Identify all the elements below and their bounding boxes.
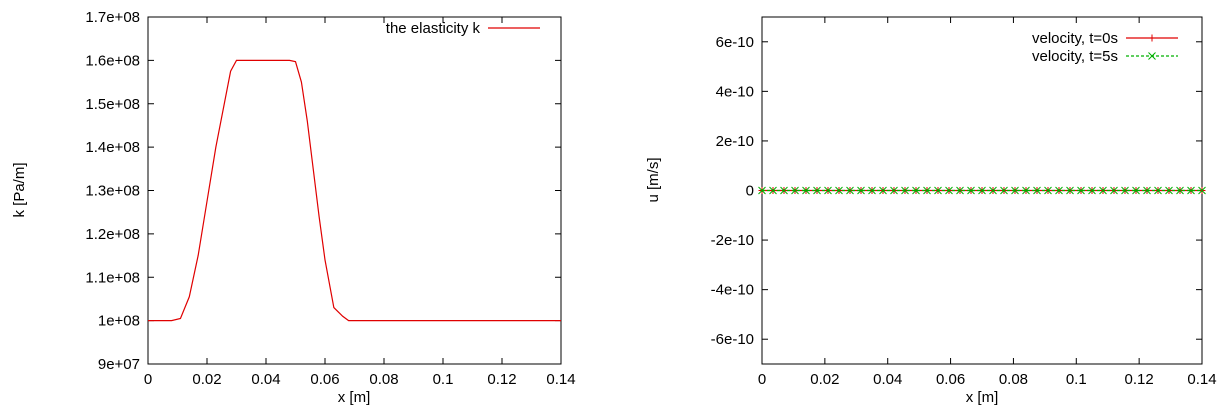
- x-axis-label: x [m]: [966, 389, 999, 406]
- x-tick-label: 0.1: [433, 371, 454, 388]
- x-tick-label: 0.02: [810, 371, 839, 388]
- y-tick-label: 2e-10: [716, 133, 754, 150]
- series-point: [989, 186, 997, 195]
- series-point: [1077, 186, 1085, 195]
- legend-label: velocity, t=0s: [1032, 30, 1118, 47]
- series-point: [1132, 186, 1140, 195]
- velocity-plot: 0 0.02 0.04 0.06 0.08 0.1 0.12 0.14 6e-10 4e-10 2…: [645, 16, 1217, 406]
- x-tick-label: 0.06: [310, 371, 339, 388]
- series-point: [758, 186, 766, 195]
- y-tick-label: 6e-10: [716, 34, 754, 51]
- x-tick-labels: 0 0.02 0.04 0.06 0.08 0.1 0.12 0.14: [758, 371, 1217, 388]
- series-point: [912, 186, 920, 195]
- y-tick-label: 0: [746, 183, 754, 200]
- x-tick-label: 0.08: [369, 371, 398, 388]
- series-point: [967, 186, 975, 195]
- series-point: [1176, 186, 1184, 195]
- y-axis-label: u [m/s]: [645, 157, 662, 202]
- series-point: [824, 186, 832, 195]
- legend-marker: [1148, 34, 1156, 42]
- y-tick-label: 1.7e+08: [85, 9, 140, 26]
- y-tick-label: 1.4e+08: [85, 139, 140, 156]
- series-group: [758, 186, 1206, 195]
- series-point: [1198, 186, 1206, 195]
- axis-ticks: [147, 16, 562, 365]
- series-point: [857, 186, 865, 195]
- series-point: [934, 186, 942, 195]
- series-point: [846, 186, 854, 195]
- y-tick-label: -6e-10: [711, 331, 754, 348]
- y-tick-label: 1.5e+08: [85, 96, 140, 113]
- y-tick-label: 1.6e+08: [85, 52, 140, 69]
- x-tick-labels: 0 0.02 0.04 0.06 0.08 0.1 0.12 0.14: [144, 371, 576, 388]
- series-point: [1121, 186, 1129, 195]
- series-point: [879, 186, 887, 195]
- series-point: [1088, 186, 1096, 195]
- y-tick-label: -2e-10: [711, 232, 754, 249]
- series-point: [1154, 186, 1162, 195]
- series-point: [769, 186, 777, 195]
- y-tick-labels: 9e+07 1e+08 1.1e+08 1.2e+08 1.3e+08 1.4e+08 1.…: [85, 9, 140, 373]
- series-point: [1000, 186, 1008, 195]
- x-tick-label: 0.14: [546, 371, 575, 388]
- series-point: [978, 186, 986, 195]
- x-tick-label: 0.14: [1187, 371, 1216, 388]
- x-tick-label: 0.04: [873, 371, 902, 388]
- series-point: [1099, 186, 1107, 195]
- series-point: [802, 186, 810, 195]
- plot-frame: [147, 16, 562, 365]
- series-point: [1187, 186, 1195, 195]
- series-point: [1011, 186, 1019, 195]
- series-point: [791, 186, 799, 195]
- x-tick-label: 0.08: [999, 371, 1028, 388]
- x-tick-label: 0.12: [487, 371, 516, 388]
- x-tick-label: 0.06: [936, 371, 965, 388]
- y-tick-label: 4e-10: [716, 83, 754, 100]
- series-point: [1066, 186, 1074, 195]
- y-tick-label: 9e+07: [98, 356, 140, 373]
- legend-marker: [1148, 52, 1156, 60]
- x-tick-label: 0.1: [1066, 371, 1087, 388]
- series-point: [923, 186, 931, 195]
- series-point: [1055, 186, 1063, 195]
- y-tick-label: -4e-10: [711, 282, 754, 299]
- series-line-0: [148, 59, 561, 322]
- series-point: [813, 186, 821, 195]
- series-point: [835, 186, 843, 195]
- x-tick-label: 0: [758, 371, 766, 388]
- series-point: [868, 186, 876, 195]
- y-axis-label: k [Pa/m]: [11, 162, 28, 217]
- y-tick-labels: 6e-10 4e-10 2e-10 0 -2e-10 -4e-10 -6e-10: [711, 34, 754, 348]
- series-point: [945, 186, 953, 195]
- y-tick-label: 1.2e+08: [85, 226, 140, 243]
- legend-label: the elasticity k: [386, 20, 481, 37]
- series-point: [1044, 186, 1052, 195]
- legend: the elasticity k: [386, 20, 540, 37]
- x-tick-label: 0.02: [192, 371, 221, 388]
- legend-label: velocity, t=5s: [1032, 48, 1118, 65]
- series-point: [1110, 186, 1118, 195]
- x-tick-label: 0.12: [1125, 371, 1154, 388]
- series-point: [1165, 186, 1173, 195]
- series-point: [956, 186, 964, 195]
- x-tick-label: 0: [144, 371, 152, 388]
- series-point: [1143, 186, 1151, 195]
- series-point: [1022, 186, 1030, 195]
- y-tick-label: 1.1e+08: [85, 269, 140, 286]
- elasticity-plot: 0 0.02 0.04 0.06 0.08 0.1 0.12 0.14 9e+07 1e+08 1…: [11, 9, 576, 406]
- y-tick-label: 1.3e+08: [85, 183, 140, 200]
- series-point: [780, 186, 788, 195]
- series-point: [901, 186, 909, 195]
- series-group: [148, 59, 561, 322]
- series-point: [890, 186, 898, 195]
- series-point: [1033, 186, 1041, 195]
- x-axis-label: x [m]: [338, 389, 371, 406]
- y-tick-label: 1e+08: [98, 313, 140, 330]
- x-tick-label: 0.04: [251, 371, 280, 388]
